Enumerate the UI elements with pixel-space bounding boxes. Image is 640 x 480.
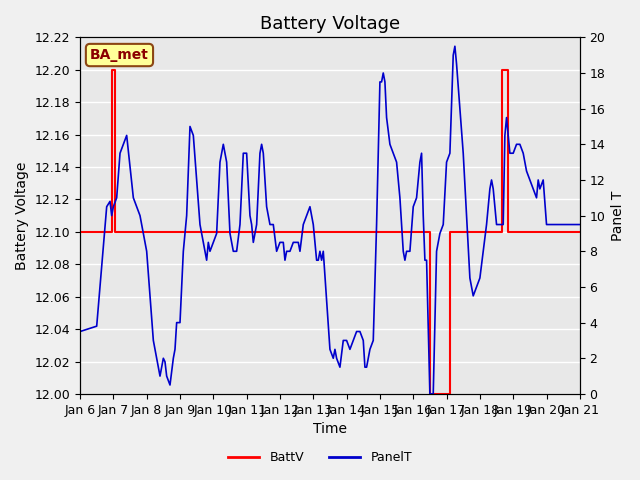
Y-axis label: Battery Voltage: Battery Voltage (15, 161, 29, 270)
Text: BA_met: BA_met (90, 48, 149, 62)
Legend: BattV, PanelT: BattV, PanelT (223, 446, 417, 469)
Title: Battery Voltage: Battery Voltage (260, 15, 400, 33)
X-axis label: Time: Time (313, 422, 347, 436)
Y-axis label: Panel T: Panel T (611, 191, 625, 241)
